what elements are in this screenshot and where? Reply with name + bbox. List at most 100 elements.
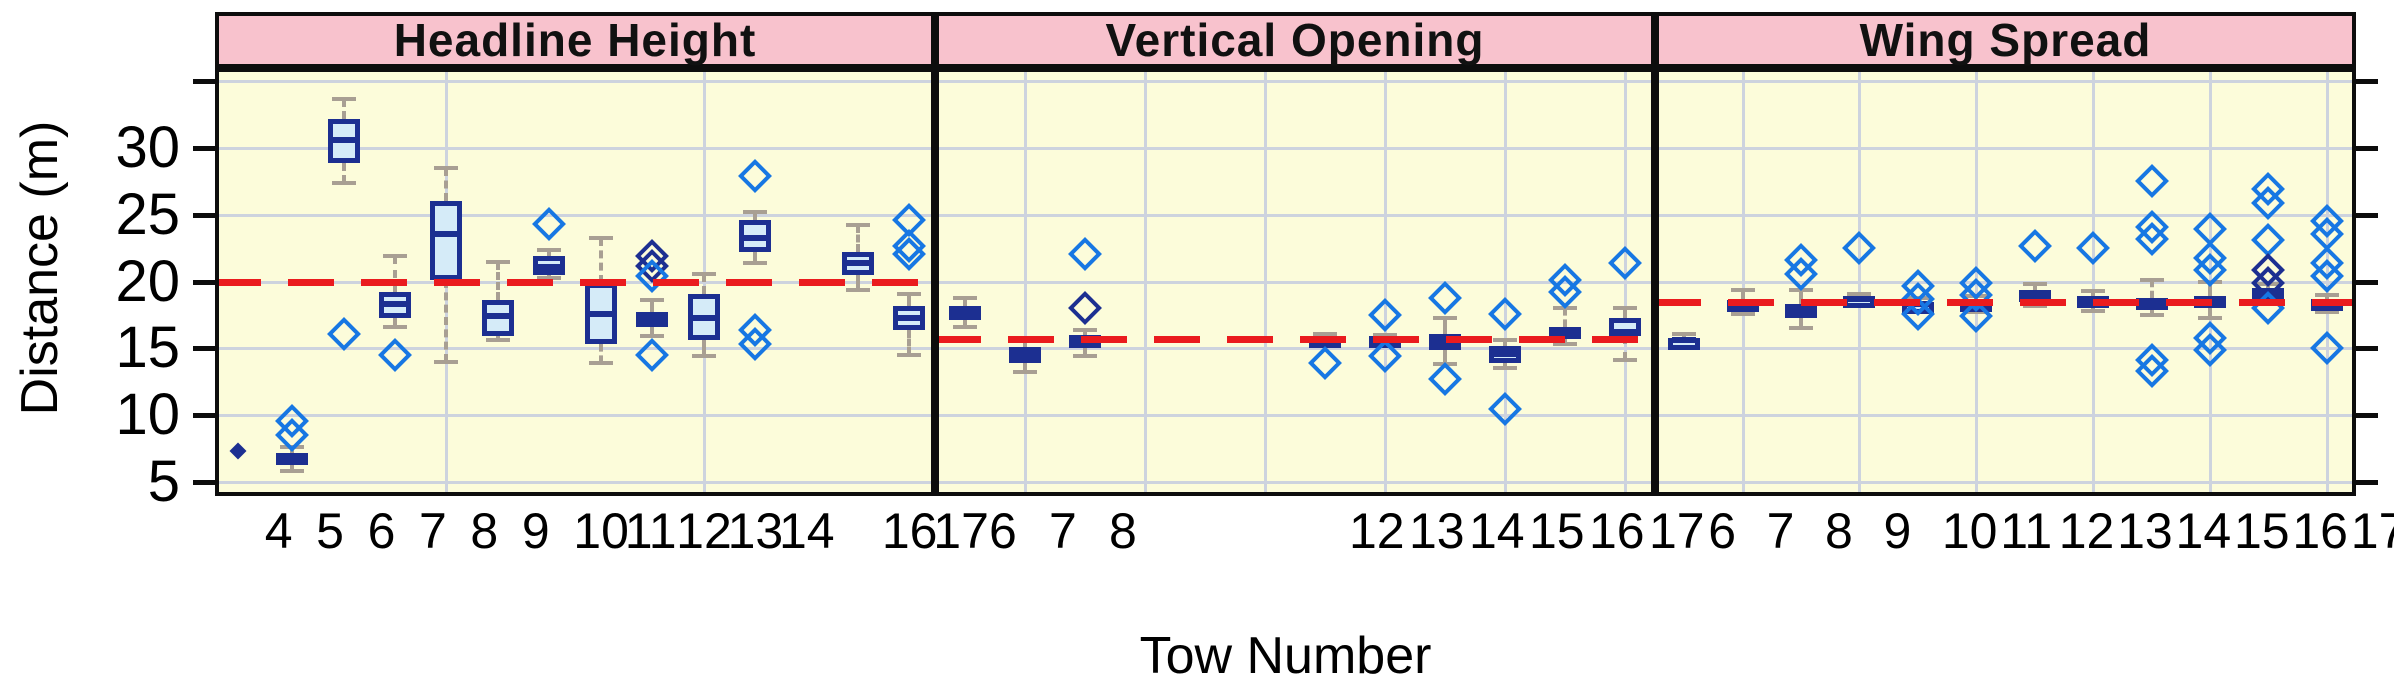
whisker-cap <box>588 361 613 366</box>
y-axis-tick <box>2356 146 2378 151</box>
x-tick-label: 8 <box>1109 503 1137 559</box>
whisker-cap <box>2139 278 2164 283</box>
boxplot-median <box>588 310 613 317</box>
y-tick-label: 10 <box>115 382 180 448</box>
boxplot-median <box>1672 337 1697 344</box>
x-tick-label: 7 <box>419 503 447 559</box>
y-gridline <box>1655 280 2356 284</box>
x-tick-label-text: 14 <box>2175 503 2232 559</box>
x-tick-label: 10 <box>1941 503 1998 559</box>
boxplot-median <box>1493 350 1517 357</box>
whisker-cap <box>1493 366 1517 371</box>
whisker-cap <box>2022 282 2047 287</box>
y-axis-tick <box>193 413 215 419</box>
whisker-cap <box>1730 311 1755 316</box>
y-tick-label: 25 <box>115 181 180 247</box>
x-axis-title: Tow Number <box>1139 627 1432 685</box>
whisker-cap <box>2256 282 2281 287</box>
x-tick-label: 8 <box>470 503 499 559</box>
whisker-cap <box>383 254 407 259</box>
x-tick-label-text: 7 <box>1049 503 1077 559</box>
x-tick-label: 14 <box>2175 503 2232 559</box>
y-tick-label: 20 <box>115 248 180 314</box>
whisker-line <box>1974 296 1979 301</box>
whisker-cap <box>537 247 562 252</box>
whisker-cap <box>1073 354 1097 359</box>
whisker-line <box>1503 340 1507 346</box>
whisker-line <box>1799 289 1804 305</box>
x-gridline <box>1264 68 1267 496</box>
boxplot-median <box>691 314 716 321</box>
mean-reference-line <box>215 278 935 286</box>
x-tick-label: 16 <box>1589 503 1645 559</box>
boxplot-median <box>383 301 407 308</box>
whisker-line <box>2266 284 2271 289</box>
x-tick-label-text: 13 <box>2117 503 2173 559</box>
y-gridline <box>215 347 935 351</box>
x-tick-label-text: 11 <box>624 503 677 559</box>
y-gridline <box>1655 213 2356 217</box>
x-tick-label-text: 6 <box>367 503 396 559</box>
y-gridline <box>935 347 1655 351</box>
whisker-line <box>1083 329 1087 336</box>
x-tick-label-text: 12 <box>676 503 732 559</box>
x-tick-label: 6 <box>367 503 396 559</box>
y-gridline <box>1655 347 2356 351</box>
whisker-cap <box>434 166 459 171</box>
y-gridline <box>1655 414 2356 418</box>
y-gridline <box>935 414 1655 418</box>
y-gridline <box>215 481 935 484</box>
mean-reference-line <box>1655 298 2356 306</box>
x-tick-label: 4 <box>265 503 293 559</box>
whisker-line <box>1503 363 1507 369</box>
x-tick-label-text: 7 <box>419 503 447 559</box>
whisker-line <box>2207 308 2212 318</box>
y-axis-tick <box>2356 346 2378 352</box>
x-tick-label-text: 13 <box>1409 503 1465 559</box>
whisker-cap <box>953 325 977 330</box>
boxplot-median <box>280 454 305 461</box>
y-gridline <box>935 80 1655 84</box>
y-gridline <box>935 280 1655 284</box>
y-axis-tick <box>193 480 215 485</box>
whisker-line <box>290 464 295 472</box>
whisker-cap <box>331 180 356 185</box>
x-tick-label-text: 10 <box>1941 503 1998 559</box>
boxplot-median <box>1964 302 1989 309</box>
y-gridline <box>215 80 935 84</box>
whisker-cap <box>1964 310 1989 315</box>
y-axis-tick <box>193 146 215 151</box>
whisker-cap <box>331 96 356 101</box>
whisker-line <box>2207 281 2212 297</box>
whisker-line <box>1740 289 1745 301</box>
x-tick-label-text: 6 <box>1708 503 1737 559</box>
x-tick-label-text: 10 <box>573 503 629 559</box>
x-tick-label-text: 8 <box>1825 503 1853 559</box>
whisker-line <box>393 317 397 328</box>
whisker-line <box>290 447 295 453</box>
whisker-line <box>650 300 655 313</box>
boxplot-median <box>2022 291 2047 298</box>
x-tick-label-text: 8 <box>470 503 499 559</box>
whisker-cap <box>2081 308 2106 313</box>
whisker-cap <box>953 295 977 300</box>
whisker-cap <box>1847 291 1872 296</box>
x-tick-label: 7 <box>1049 503 1077 559</box>
panel-strip: Vertical Opening <box>935 12 1655 68</box>
y-axis-tick <box>2356 212 2378 218</box>
boxplot-median <box>845 259 870 266</box>
x-tick-label-text: 9 <box>521 503 550 559</box>
x-gridline <box>1975 68 1979 496</box>
y-axis-tick <box>193 79 215 85</box>
y-tick-label: 30 <box>115 115 180 180</box>
x-tick-label: 6 <box>1708 503 1737 559</box>
x-tick-label-text: 16 <box>2292 503 2348 559</box>
y-gridline <box>935 481 1655 484</box>
whisker-cap <box>1905 295 1930 300</box>
whisker-line <box>855 225 860 253</box>
x-tick-label-text: 6 <box>989 503 1017 559</box>
whisker-cap <box>1373 333 1397 338</box>
y-gridline <box>1655 481 2356 484</box>
strip-title: Headline Height <box>393 14 757 66</box>
boxplot-median <box>537 263 562 270</box>
